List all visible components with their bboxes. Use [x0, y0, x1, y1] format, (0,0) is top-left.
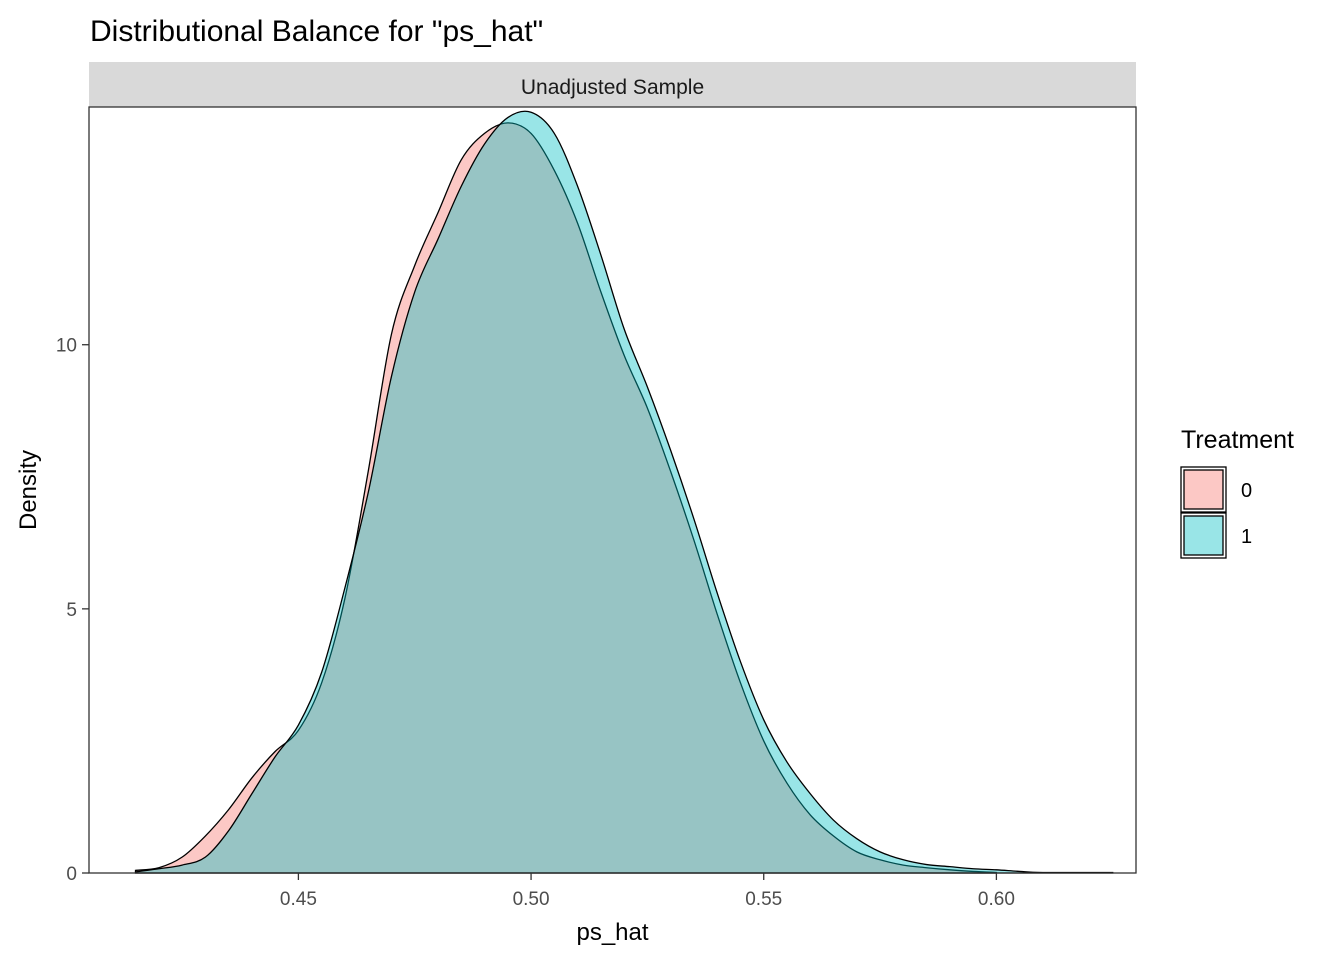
legend-key-frame	[1180, 466, 1227, 513]
y-tick-label: 10	[56, 336, 77, 357]
facet-label: Unadjusted Sample	[521, 76, 704, 99]
y-axis-title: Density	[15, 450, 42, 530]
density-area-treatment-1	[134, 110, 1114, 874]
x-tick-label: 0.60	[978, 889, 1015, 910]
plot-panel-border	[88, 106, 1137, 874]
x-tick-label: 0.55	[745, 889, 782, 910]
legend-key-frame	[1180, 512, 1227, 559]
y-axis: 0 5 10	[56, 336, 89, 885]
legend-key-treatment-0	[1183, 469, 1224, 510]
y-tick-label: 0	[66, 864, 77, 885]
legend-label-treatment-1: 1	[1241, 526, 1252, 548]
legend-label-treatment-0: 0	[1241, 480, 1252, 502]
x-tick-label: 0.50	[513, 889, 550, 910]
series-layer	[134, 110, 1114, 874]
x-axis-title: ps_hat	[576, 919, 648, 946]
x-tick-label: 0.45	[280, 889, 317, 910]
density-area-treatment-0	[134, 122, 998, 874]
legend-key-treatment-1	[1183, 515, 1224, 556]
legend: Treatment 0 1	[1180, 426, 1294, 559]
facet-strip	[89, 62, 1136, 107]
legend-title: Treatment	[1181, 426, 1294, 454]
y-tick-label: 5	[66, 600, 77, 621]
x-axis: 0.45 0.50 0.55 0.60	[280, 873, 1015, 910]
chart-title: Distributional Balance for "ps_hat"	[90, 15, 543, 48]
